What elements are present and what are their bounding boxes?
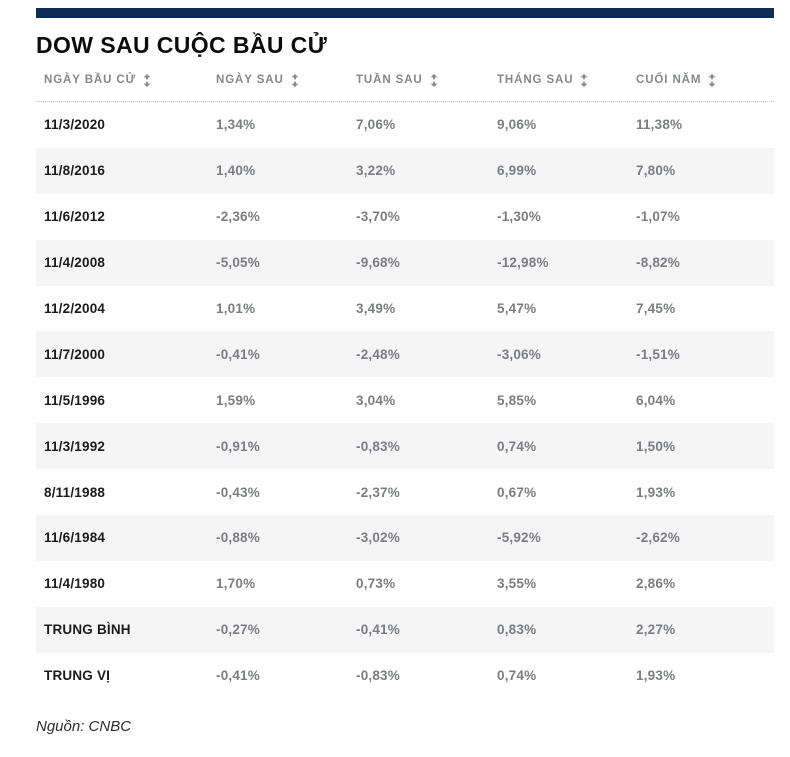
percent-value-cell: 3,49% xyxy=(356,301,396,316)
percent-value-cell: 11,38% xyxy=(636,117,683,133)
table-row: 11/4/1980 1,70% 0,73% 3,55% 2,86% xyxy=(36,561,774,607)
percent-value-cell: 1,01% xyxy=(216,301,256,316)
table-body: 11/3/2020 1,34% 7,06% 9,06% 11,38% 11/8/2016 1… xyxy=(36,102,774,699)
percent-value-cell: -0,91% xyxy=(216,438,260,454)
column-header-year-end[interactable]: CUỐI NĂM xyxy=(628,73,774,87)
top-accent-bar xyxy=(36,8,774,18)
percent-value-cell: 2,86% xyxy=(636,576,676,592)
election-date-cell: 11/3/1992 xyxy=(44,438,106,454)
percent-value-cell: -5,92% xyxy=(497,530,541,546)
percent-value-cell: 1,59% xyxy=(216,392,256,408)
percent-value-cell: 9,06% xyxy=(497,117,537,133)
percent-value-cell: 3,55% xyxy=(497,576,537,592)
dow-after-elections-widget: DOW SAU CUỘC BẦU CỬ NGÀY BẦU CỬ NGÀY SAU… xyxy=(36,8,774,735)
table-row: 11/6/2012 -2,36% -3,70% -1,30% -1,07% xyxy=(36,194,774,240)
percent-value-cell: 1,93% xyxy=(636,668,676,684)
election-date-cell: 11/5/1996 xyxy=(44,392,106,408)
election-date-cell: 11/3/2020 xyxy=(44,117,106,133)
percent-value-cell: -0,43% xyxy=(216,484,260,500)
election-date-cell: TRUNG BÌNH xyxy=(44,622,131,638)
percent-value-cell: -2,62% xyxy=(636,530,680,546)
percent-value-cell: -1,07% xyxy=(636,209,680,225)
percent-value-cell: 0,67% xyxy=(497,484,537,500)
table-row: 11/4/2008 -5,05% -9,68% -12,98% -8,82% xyxy=(36,239,774,286)
percent-value-cell: 0,83% xyxy=(497,622,537,638)
percent-value-cell: 6,99% xyxy=(497,163,537,179)
table-row: 11/2/2004 1,01% 3,49% 5,47% 7,45% xyxy=(36,286,774,332)
percent-value-cell: 7,80% xyxy=(636,163,676,179)
page-title: DOW SAU CUỘC BẦU CỬ xyxy=(36,32,328,58)
percent-value-cell: -3,06% xyxy=(497,346,541,362)
percent-value-cell: -0,41% xyxy=(356,622,400,638)
percent-value-cell: 2,27% xyxy=(636,622,676,638)
percent-value-cell: 6,04% xyxy=(636,392,676,408)
column-header-election-day[interactable]: NGÀY BẦU CỬ xyxy=(36,73,208,87)
percent-value-cell: 3,04% xyxy=(356,392,396,408)
percent-value-cell: 1,70% xyxy=(216,576,256,592)
sort-icon[interactable] xyxy=(580,73,588,87)
percent-value-cell: -2,37% xyxy=(356,484,400,500)
election-date-cell: 11/8/2016 xyxy=(44,163,106,179)
percent-value-cell: -0,41% xyxy=(216,346,260,362)
table-header-row: NGÀY BẦU CỬ NGÀY SAU TUẦN SAU THÁNG SAU xyxy=(36,59,774,102)
percent-value-cell: 0,74% xyxy=(497,668,537,684)
sort-icon[interactable] xyxy=(291,73,299,87)
election-date-cell: 8/11/1988 xyxy=(44,484,106,500)
percent-value-cell: -1,30% xyxy=(497,209,541,225)
percent-value-cell: 1,93% xyxy=(636,484,676,500)
table-row: 11/7/2000 -0,41% -2,48% -3,06% -1,51% xyxy=(36,331,774,378)
table-row: 8/11/1988 -0,43% -2,37% 0,67% 1,93% xyxy=(36,469,774,515)
percent-value-cell: 7,45% xyxy=(636,301,676,316)
percent-value-cell: -12,98% xyxy=(497,255,549,271)
percent-value-cell: 7,06% xyxy=(356,117,396,133)
percent-value-cell: -0,83% xyxy=(356,668,400,684)
column-header-label: NGÀY SAU xyxy=(216,74,284,86)
election-date-cell: 11/6/1984 xyxy=(44,530,106,546)
sort-icon[interactable] xyxy=(143,73,151,87)
election-date-cell: 11/4/1980 xyxy=(44,576,106,592)
table-row: 11/3/2020 1,34% 7,06% 9,06% 11,38% xyxy=(36,102,774,148)
percent-value-cell: -0,88% xyxy=(216,530,260,546)
election-date-cell: 11/6/2012 xyxy=(44,209,106,225)
sort-icon[interactable] xyxy=(708,73,716,87)
percent-value-cell: 5,47% xyxy=(497,301,537,316)
percent-value-cell: 3,22% xyxy=(356,163,396,179)
percent-value-cell: 1,50% xyxy=(636,438,676,454)
percent-value-cell: 5,85% xyxy=(497,392,537,408)
table-row: TRUNG BÌNH -0,27% -0,41% 0,83% 2,27% xyxy=(36,606,774,653)
percent-value-cell: -0,41% xyxy=(216,668,260,684)
column-header-label: NGÀY BẦU CỬ xyxy=(44,74,137,86)
table-row: 11/3/1992 -0,91% -0,83% 0,74% 1,50% xyxy=(36,423,774,470)
percent-value-cell: -3,02% xyxy=(356,530,400,546)
column-header-label: CUỐI NĂM xyxy=(636,74,702,86)
percent-value-cell: -0,83% xyxy=(356,438,400,454)
column-header-day-after[interactable]: NGÀY SAU xyxy=(208,73,348,87)
election-date-cell: 11/2/2004 xyxy=(44,301,106,316)
percent-value-cell: -8,82% xyxy=(636,255,680,271)
sort-icon[interactable] xyxy=(430,73,438,87)
table-row: 11/8/2016 1,40% 3,22% 6,99% 7,80% xyxy=(36,147,774,194)
election-date-cell: TRUNG VỊ xyxy=(44,668,111,684)
percent-value-cell: 0,73% xyxy=(356,576,396,592)
election-date-cell: 11/4/2008 xyxy=(44,255,106,271)
column-header-label: THÁNG SAU xyxy=(497,74,574,86)
column-header-label: TUẦN SAU xyxy=(356,74,423,86)
percent-value-cell: -0,27% xyxy=(216,622,260,638)
column-header-month-after[interactable]: THÁNG SAU xyxy=(489,73,628,87)
table-row: 11/6/1984 -0,88% -3,02% -5,92% -2,62% xyxy=(36,515,774,561)
source-caption: Nguồn: CNBC xyxy=(36,717,132,735)
election-date-cell: 11/7/2000 xyxy=(44,346,106,362)
column-header-week-after[interactable]: TUẦN SAU xyxy=(348,73,489,87)
percent-value-cell: 1,34% xyxy=(216,117,256,133)
percent-value-cell: -2,48% xyxy=(356,346,400,362)
percent-value-cell: 1,40% xyxy=(216,163,256,179)
percent-value-cell: -3,70% xyxy=(356,209,400,225)
percent-value-cell: 0,74% xyxy=(497,438,537,454)
table-row: TRUNG VỊ -0,41% -0,83% 0,74% 1,93% xyxy=(36,653,774,699)
percent-value-cell: -5,05% xyxy=(216,255,260,271)
table-row: 11/5/1996 1,59% 3,04% 5,85% 6,04% xyxy=(36,377,774,423)
percent-value-cell: -9,68% xyxy=(356,255,400,271)
percent-value-cell: -1,51% xyxy=(636,346,680,362)
percent-value-cell: -2,36% xyxy=(216,209,260,225)
